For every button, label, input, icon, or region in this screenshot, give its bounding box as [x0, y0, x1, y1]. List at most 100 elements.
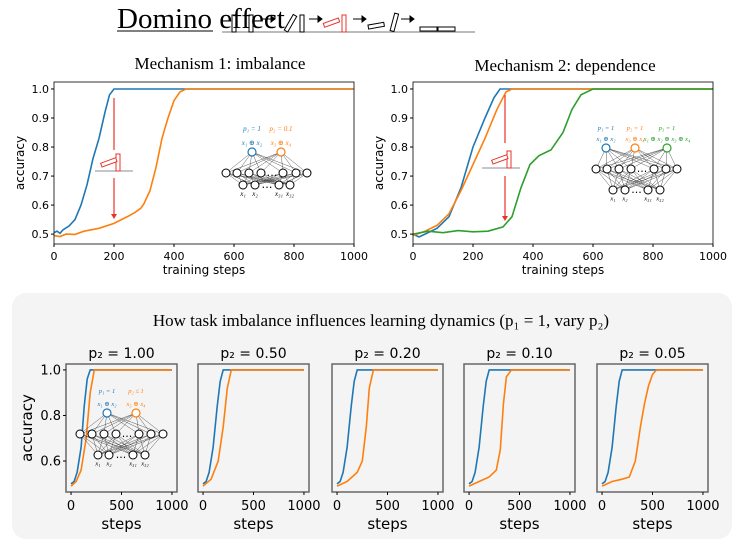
series-line-1 [53, 88, 354, 235]
hidden-node [244, 168, 254, 178]
input-label: x₃₁ [128, 461, 136, 468]
x-tick-label: 1000 [287, 499, 320, 514]
domino-upright-red [115, 153, 121, 172]
series-line-2 [202, 369, 304, 487]
domino-inset [95, 98, 133, 219]
connection [634, 147, 678, 170]
connection [91, 412, 137, 435]
task-label: x₃ ⊕ x₄ [126, 401, 147, 408]
domino-upright [231, 14, 237, 33]
hidden-node [75, 429, 85, 439]
hidden-node [626, 164, 636, 174]
connection [115, 412, 137, 435]
connection [647, 168, 667, 191]
input-label: x₃₂ [140, 461, 149, 468]
connection [280, 151, 308, 174]
x-tick-label: 500 [507, 499, 532, 514]
input-node [285, 180, 295, 190]
x-axis-label: training steps [163, 263, 246, 277]
connection [97, 433, 140, 456]
connection [225, 151, 253, 174]
chart-p050: 0 500 1000 p₂ = 0.50 steps [197, 346, 321, 533]
series-line-2 [601, 369, 703, 487]
ellipsis: … [637, 163, 648, 175]
connection [251, 151, 297, 174]
task-probability-label: p₂ ≤ 1 [127, 388, 144, 395]
y-tick-label: 0.5 [391, 228, 409, 241]
plot-area [464, 364, 575, 492]
connection [135, 412, 164, 435]
y-tick-label: 1.0 [391, 83, 409, 96]
connection [595, 147, 636, 170]
hidden-node [221, 168, 231, 178]
x-axis-label: steps [499, 515, 539, 533]
connection [260, 151, 282, 174]
hidden-node [302, 168, 312, 178]
connection [618, 147, 668, 170]
hidden-node [591, 164, 601, 174]
mechanism1-title: Mechanism 1: imbalance [135, 54, 306, 73]
domino-upright-red [341, 14, 347, 33]
connection [144, 433, 164, 456]
domino-upright [248, 14, 254, 33]
connection [612, 168, 667, 191]
domino-tilting [283, 13, 298, 33]
x-axis-label: steps [101, 515, 141, 533]
input-node [655, 185, 665, 195]
arrow-down-icon [502, 216, 508, 221]
connection [79, 433, 99, 456]
input-node [104, 450, 114, 460]
series-line-1 [202, 369, 304, 485]
task-label: x₁ ⊕ x₂ ⊕ x₃ ⊕ x₄ [643, 136, 691, 143]
input-label: x₂ [105, 461, 112, 468]
ellipsis: … [122, 428, 133, 440]
y-tick-label: 0.8 [32, 141, 50, 154]
input-label: x₁ [239, 190, 246, 198]
connection [634, 147, 655, 170]
x-tick-label: 200 [463, 250, 484, 263]
x-tick-label: 1000 [686, 499, 719, 514]
domino-flat [419, 26, 438, 32]
connection [132, 433, 152, 456]
x-axis-label: training steps [522, 263, 605, 277]
domino-upright [299, 14, 305, 33]
chart-p020: 0 500 1000 p₂ = 0.20 steps [331, 346, 455, 533]
input-label: x₃₁ [274, 190, 283, 198]
arrow-icon [353, 15, 367, 23]
input-label: x₃₁ [643, 196, 651, 203]
series-line-3 [412, 88, 713, 235]
x-tick-label: 600 [583, 250, 604, 263]
task-label: x₃ ⊕ x₄ [270, 139, 292, 147]
chart-p010: 0 500 1000 p₂ = 0.10 steps [463, 346, 587, 533]
domino-fallen-red [490, 154, 509, 165]
output-node [102, 408, 112, 418]
connection [97, 433, 117, 456]
chart-title: p₂ = 0.50 [220, 346, 286, 362]
connection [634, 147, 667, 170]
connection [248, 172, 280, 186]
x-tick-label: 1000 [553, 499, 586, 514]
series-line-1 [468, 369, 570, 485]
y-tick-label: 0.9 [32, 112, 50, 125]
hidden-node [134, 429, 144, 439]
hidden-node [649, 164, 659, 174]
connection [108, 433, 164, 456]
x-axis-label: steps [632, 515, 672, 533]
series-line-2 [70, 369, 172, 487]
input-label: x₂ [251, 190, 258, 198]
figure-title: Domino effect [117, 3, 285, 35]
y-tick-label: 0.9 [391, 112, 409, 125]
network-diagram-mech1: p₁ = 1 x₁ ⊕ x₂ p₂ = 0.1 x₃ ⊕ x₄ x₁ x₂ x₃₁ x₃₂ …… [221, 125, 312, 198]
input-node [128, 450, 138, 460]
task-label: x₁ ⊕ x₂ [596, 136, 617, 143]
domino-upright-red [506, 150, 512, 169]
chart-p005: 0 500 1000 p₂ = 0.05 steps [596, 346, 720, 533]
hidden-node [232, 168, 242, 178]
series-line-2 [468, 369, 570, 487]
output-node [630, 143, 640, 153]
x-tick-label: 0 [598, 499, 606, 514]
hidden-node [111, 429, 121, 439]
connection [278, 172, 308, 186]
x-tick-label: 1000 [421, 499, 454, 514]
